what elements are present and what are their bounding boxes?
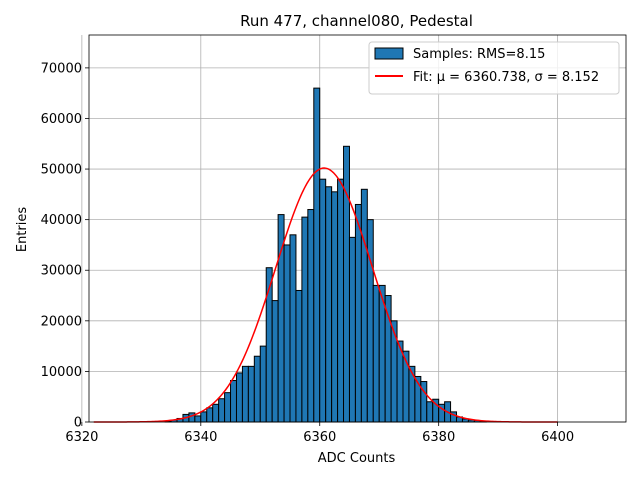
y-tick-label: 70000	[41, 61, 82, 76]
legend-label-fit: Fit: μ = 6360.738, σ = 8.152	[413, 70, 599, 85]
fit-curve	[93, 167, 558, 423]
y-tick-label: 60000	[41, 112, 82, 127]
histogram-bar	[194, 415, 202, 423]
legend: Samples: RMS=8.15 Fit: μ = 6360.738, σ =…	[368, 41, 620, 95]
x-tick-label: 6400	[541, 430, 574, 445]
histogram-bar	[235, 372, 243, 423]
histogram-bar	[319, 178, 327, 423]
histogram-bar	[259, 345, 267, 423]
y-axis-ticks: 0 10000 20000 30000 40000 50000 60000 70000	[41, 61, 89, 431]
legend-box	[368, 41, 620, 95]
histogram-bar	[247, 365, 255, 423]
legend-swatch-samples	[374, 47, 404, 60]
histogram-bar	[426, 401, 434, 423]
histogram-bar	[348, 236, 356, 423]
y-tick-label: 0	[74, 416, 82, 431]
y-tick-label: 40000	[41, 213, 82, 228]
histogram-bar	[360, 188, 368, 423]
histogram-bar	[295, 289, 303, 423]
histogram-bar	[206, 407, 214, 423]
histogram-bar	[337, 178, 345, 423]
histogram-bar	[218, 398, 226, 423]
histogram-bar	[289, 234, 297, 423]
legend-label-samples: Samples: RMS=8.15	[413, 47, 545, 62]
y-axis-title: Entries	[15, 207, 30, 253]
x-tick-label: 6360	[303, 430, 336, 445]
chart-title: Run 477, channel080, Pedestal	[240, 12, 473, 30]
x-tick-label: 6320	[65, 430, 98, 445]
histogram-bar	[241, 365, 249, 423]
x-axis-title: ADC Counts	[318, 451, 396, 466]
histogram-bar	[343, 145, 350, 423]
y-tick-label: 20000	[41, 314, 82, 329]
histogram-bar	[253, 355, 261, 423]
histogram-bars	[164, 87, 487, 423]
y-tick-label: 10000	[41, 365, 82, 380]
histogram-bar	[224, 392, 232, 423]
histogram-bar	[212, 403, 220, 423]
histogram-bar	[200, 411, 208, 423]
x-tick-label: 6340	[184, 430, 217, 445]
histogram-bar	[313, 87, 321, 423]
histogram-bar	[301, 216, 309, 423]
histogram-bar	[372, 284, 380, 423]
plot-frame	[88, 34, 627, 423]
histogram-bar	[408, 365, 416, 423]
histogram-bar	[366, 219, 374, 423]
histogram-bar	[271, 300, 279, 423]
histogram-bar	[230, 380, 237, 423]
histogram-bar	[354, 203, 362, 423]
x-tick-label: 6380	[422, 430, 455, 445]
y-tick-label: 50000	[41, 163, 82, 178]
histogram-bar	[331, 191, 339, 423]
histogram-bar	[188, 412, 196, 423]
y-tick-label: 30000	[41, 264, 82, 279]
histogram-bar	[307, 209, 315, 423]
x-axis-ticks: 6320 6340 6360 6380 6400	[65, 422, 574, 445]
histogram-bar	[265, 267, 273, 423]
histogram-bar	[283, 244, 291, 423]
plot-area: 6320 6340 6360 6380 6400 0 10000 20000 30000 400…	[41, 34, 627, 445]
histogram-bar	[325, 186, 333, 423]
